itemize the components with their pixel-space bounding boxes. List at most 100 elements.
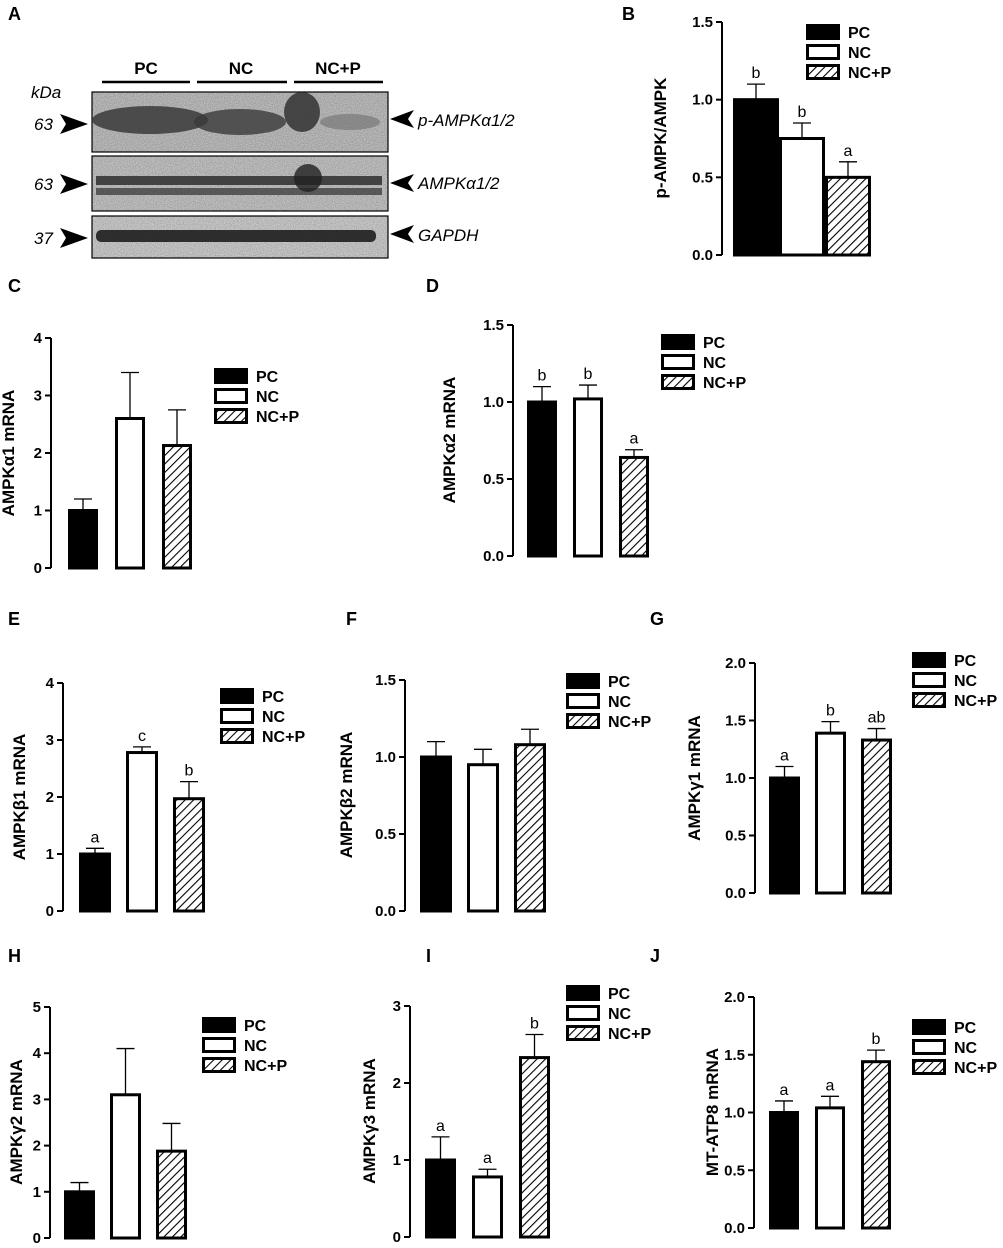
bar-ncpp: [825, 175, 871, 257]
legend-swatch: [912, 692, 946, 708]
y-tick-label: 4: [34, 330, 43, 347]
legend-swatch: [214, 408, 248, 424]
y-tick-label: 1.5: [725, 713, 746, 730]
legend: PC NC NC+P: [566, 985, 651, 1043]
y-tick-label: 5: [33, 999, 41, 1016]
y-tick-label: 0.0: [692, 247, 713, 264]
kda-label: kDa: [31, 83, 61, 102]
legend: PC NC NC+P: [912, 1019, 997, 1077]
y-axis-label: p-AMPK/AMPK: [651, 77, 670, 199]
y-tick-label: 1.0: [725, 770, 746, 787]
y-tick-label: 1.0: [692, 92, 713, 109]
bar-pc: [420, 755, 452, 913]
y-tick-label: 0.0: [725, 885, 746, 902]
blot-band-label-1: p-AMPKα1/2: [417, 111, 515, 130]
bar-nc: [815, 1106, 845, 1230]
legend-swatch: [661, 374, 695, 390]
legend-label: PC: [608, 674, 631, 691]
panel-label-c: C: [8, 276, 21, 296]
legend-label: PC: [244, 1018, 267, 1035]
legend-label: NC: [954, 1040, 978, 1057]
chart-panel-d: D 0.0 0.5 1.0 1.5 AMPKα2 mRNA b b a PC NC NC+P: [426, 276, 746, 565]
y-tick-label: 4: [46, 675, 55, 692]
y-tick-label: 0.0: [724, 1220, 745, 1237]
legend-label: PC: [608, 986, 631, 1003]
legend-swatch: [566, 673, 600, 689]
chart-panel-i: I 0 1 2 3 AMPKγ3 mRNA a a b PC NC NC+P: [360, 946, 651, 1246]
bar-nc: [126, 751, 158, 913]
legend-label: NC+P: [703, 375, 746, 392]
legend-swatch: [912, 672, 946, 688]
y-tick-label: 0.0: [375, 903, 396, 920]
bar-pc: [68, 509, 98, 570]
panel-label-e: E: [8, 609, 20, 629]
legend-swatch: [912, 1039, 946, 1055]
blot-strip-ampk: [91, 155, 389, 212]
bar-ncpp: [514, 743, 546, 913]
y-tick-label: 3: [393, 998, 401, 1015]
legend-label: PC: [848, 25, 871, 42]
y-tick-label: 2: [393, 1075, 401, 1092]
legend-swatch: [806, 24, 840, 40]
panel-label-g: G: [650, 609, 664, 629]
legend-label: PC: [954, 1020, 977, 1037]
legend-label: NC+P: [848, 65, 891, 82]
arrowhead-left-icon: [60, 174, 88, 194]
bar-ncpp: [861, 738, 892, 895]
y-tick-label: 1.5: [375, 672, 396, 689]
legend: PC NC NC+P: [220, 688, 305, 746]
bar-nc: [573, 397, 603, 558]
panel-label-h: H: [8, 946, 21, 966]
significance-label: b: [538, 368, 547, 385]
legend-label: NC+P: [954, 693, 997, 710]
blot-kda-3: 37: [34, 229, 53, 248]
bar-ncpp: [619, 455, 649, 558]
y-tick-label: 0.5: [483, 471, 504, 488]
bar-ncpp: [861, 1060, 891, 1230]
bar-nc: [115, 417, 145, 570]
significance-label: a: [630, 431, 639, 448]
significance-label: a: [483, 1150, 492, 1167]
bar-nc: [779, 137, 825, 257]
bar-nc: [815, 731, 846, 895]
y-tick-label: 0: [33, 1230, 41, 1247]
legend-label: NC+P: [608, 1026, 651, 1043]
y-tick-label: 2: [46, 789, 54, 806]
arrowhead-right-icon: [390, 110, 414, 128]
panel-label-d: D: [426, 276, 439, 296]
panel-label-i: I: [426, 946, 431, 966]
y-tick-label: 0.5: [725, 828, 746, 845]
legend-label: NC: [848, 45, 872, 62]
chart-panel-c: C 0 1 2 3 4 AMPKα1 mRNA PC NC NC+P: [0, 276, 299, 577]
legend-swatch: [202, 1057, 236, 1073]
legend-swatch: [566, 985, 600, 1001]
legend-swatch: [214, 368, 248, 384]
legend-label: PC: [262, 689, 285, 706]
legend: PC NC NC+P: [661, 334, 746, 392]
legend-swatch: [661, 354, 695, 370]
legend-label: NC: [256, 389, 280, 406]
chart-panel-e: E 0 1 2 3 4 AMPKβ1 mRNA a c b PC NC NC+P: [8, 609, 305, 920]
y-tick-label: 1.5: [692, 14, 713, 31]
bar-pc: [425, 1158, 456, 1239]
y-tick-label: 0: [46, 903, 54, 920]
y-tick-label: 1: [34, 503, 42, 520]
legend-swatch: [566, 713, 600, 729]
legend: PC NC NC+P: [214, 368, 299, 426]
significance-label: a: [844, 143, 853, 160]
significance-label: c: [138, 728, 146, 745]
legend-swatch: [806, 44, 840, 60]
legend-label: NC: [954, 673, 978, 690]
legend: PC NC NC+P: [912, 652, 997, 710]
legend-label: NC: [608, 1006, 632, 1023]
arrowhead-left-icon: [60, 228, 88, 248]
western-blot-panel: A PC NC NC+P kDa 63 p-AMPKα1/2: [8, 4, 515, 259]
y-tick-label: 2.0: [725, 655, 746, 672]
significance-label: ab: [868, 710, 886, 727]
legend-label: NC+P: [256, 409, 299, 426]
y-tick-label: 1: [33, 1184, 41, 1201]
bar-pc: [769, 776, 800, 895]
legend-swatch: [806, 64, 840, 80]
